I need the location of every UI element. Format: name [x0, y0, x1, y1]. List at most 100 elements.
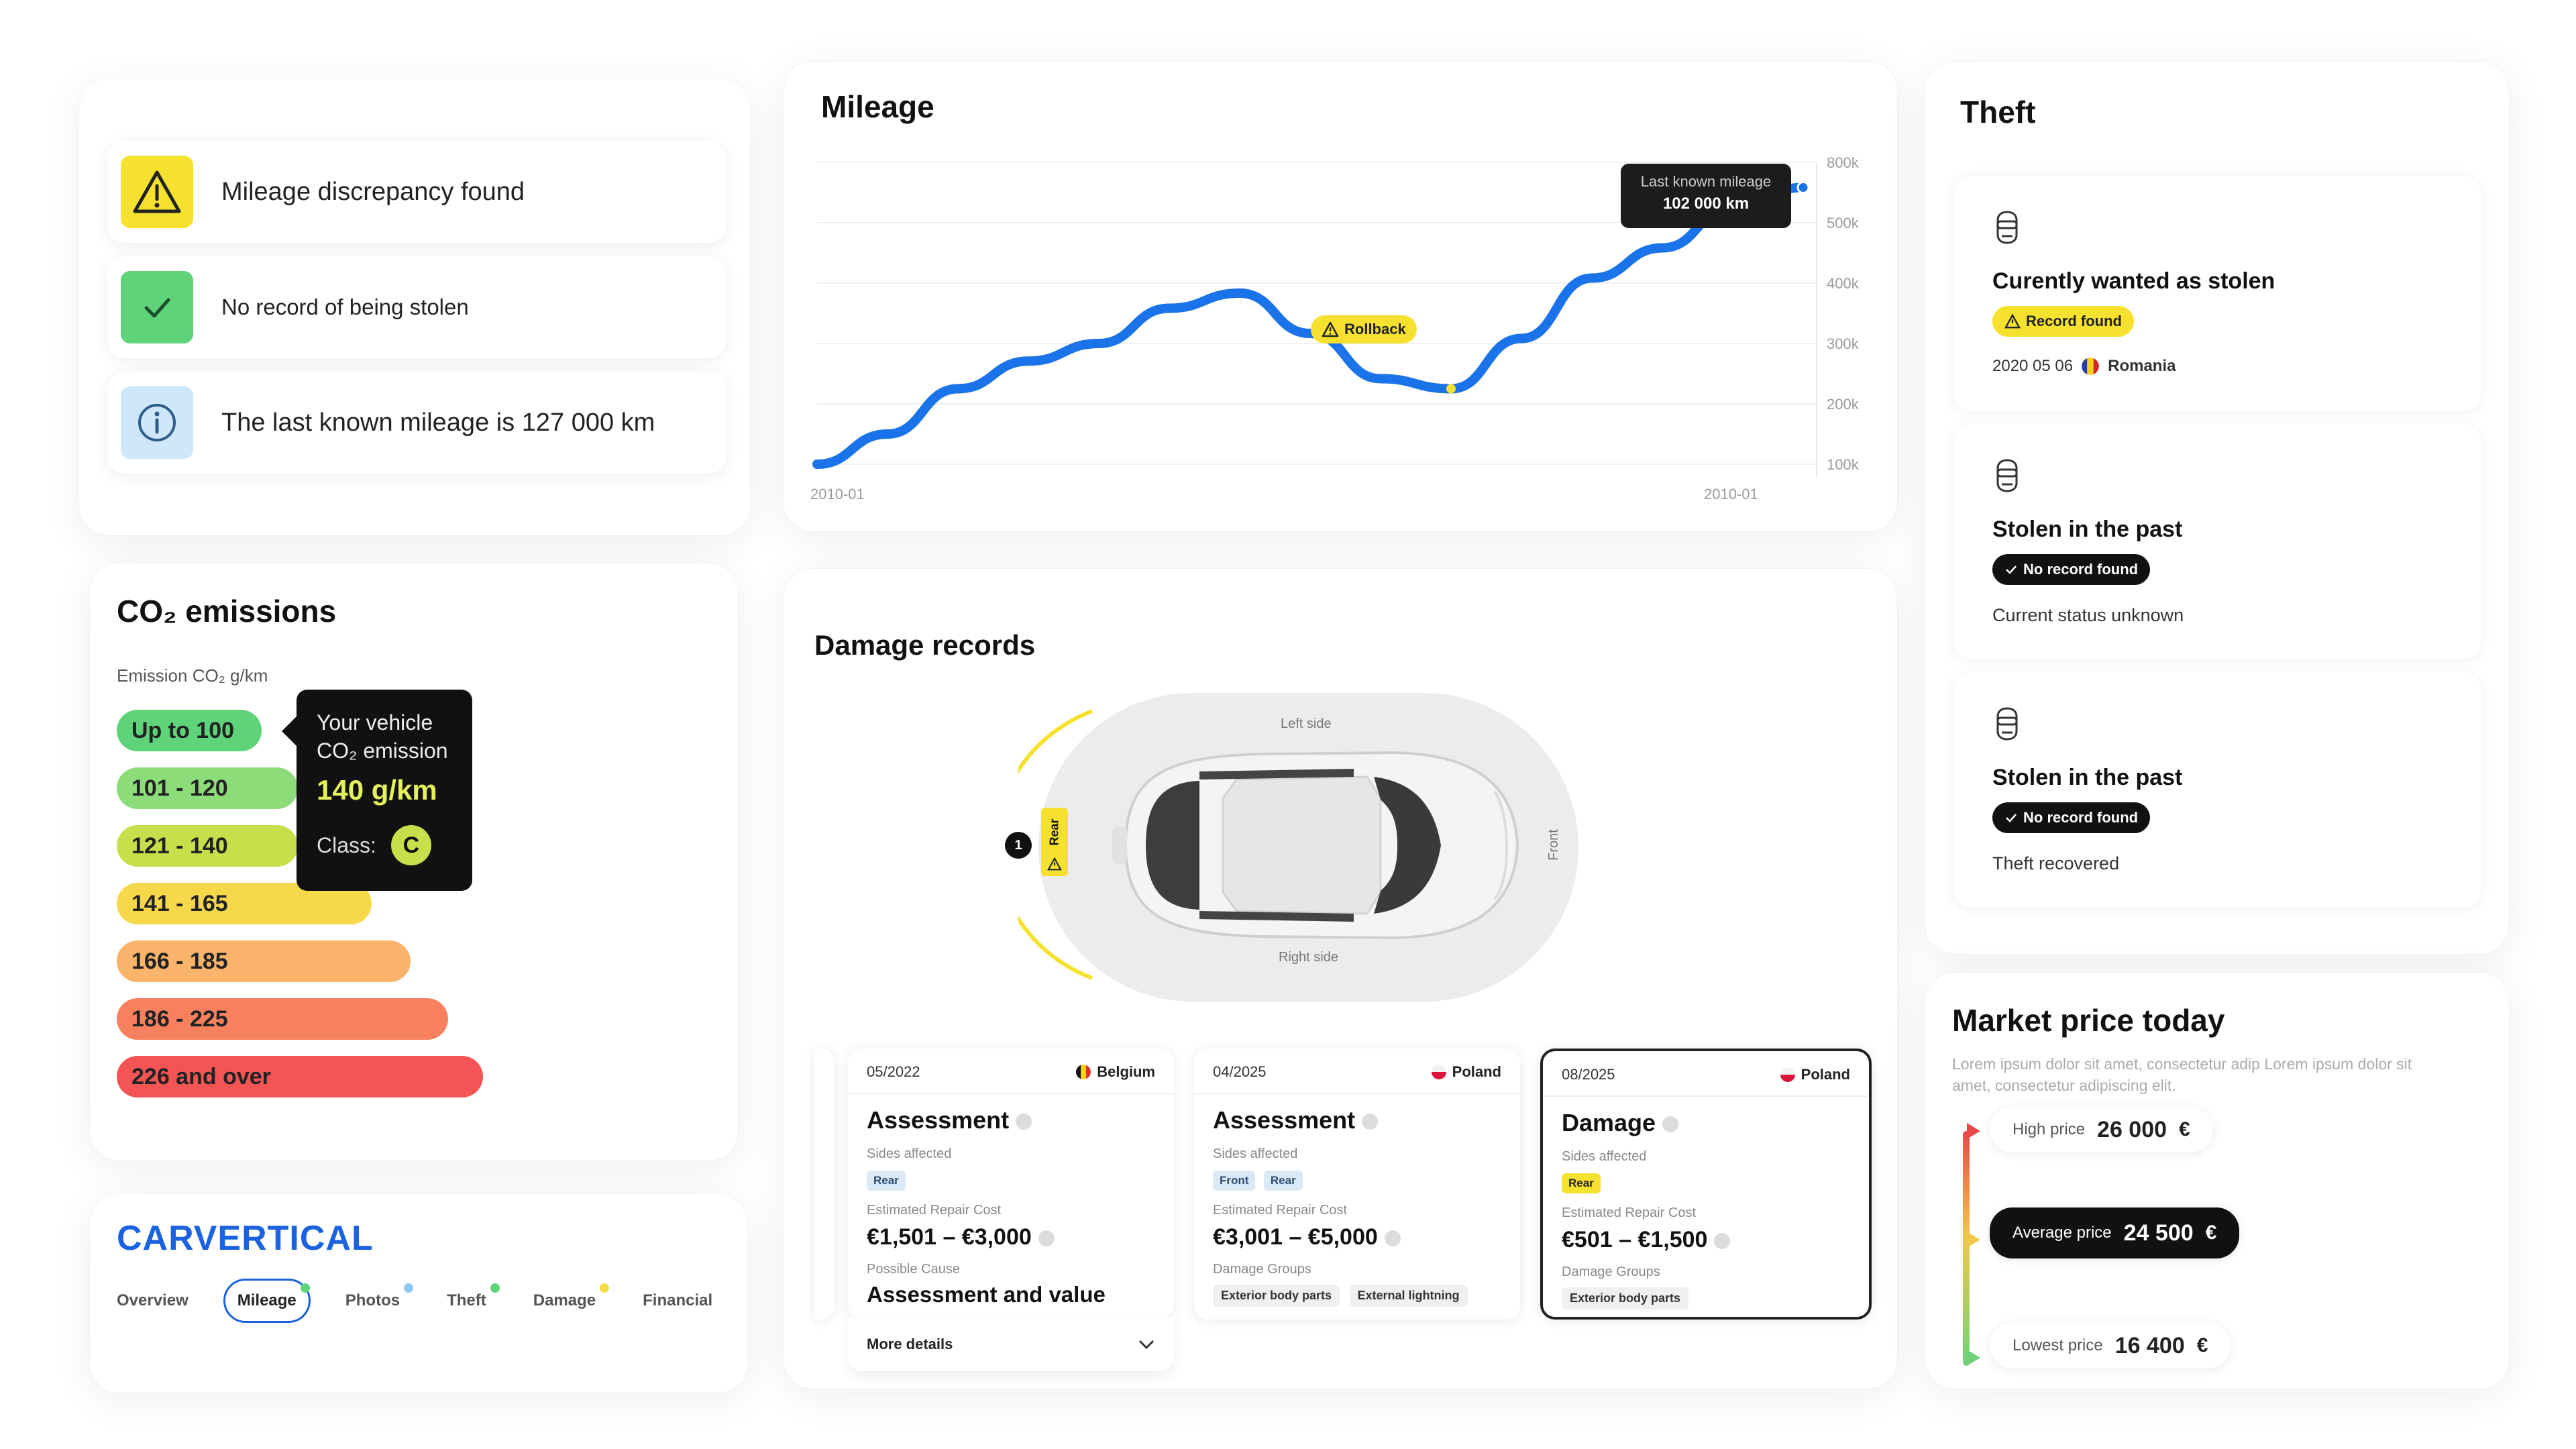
tooltip-label: Last known mileage	[1640, 173, 1772, 190]
tab-overview[interactable]: Overview	[105, 1281, 201, 1321]
x-tick-start: 2010-01	[810, 486, 865, 502]
group-chip: External lightning	[1349, 1285, 1468, 1307]
tab-label: Damage	[533, 1291, 596, 1309]
class-badge: C	[390, 825, 431, 865]
damage-record-card-selected[interactable]: 08/2025 Poland Damage Sides affected Rea…	[1540, 1049, 1872, 1320]
check-icon	[144, 298, 170, 318]
co2-vehicle-tooltip: Your vehicle CO₂ emission 140 g/km Class…	[282, 690, 472, 891]
info-icon[interactable]	[1362, 1114, 1379, 1130]
cause-label: Possible Cause	[867, 1262, 960, 1277]
tab-theft[interactable]: Theft	[435, 1281, 500, 1321]
damage-record-card[interactable]: 04/2025 Poland Assessment Sides affected…	[1194, 1049, 1520, 1320]
side-chip: Front	[1213, 1171, 1256, 1191]
y-tick: 200k	[1827, 396, 1859, 413]
poland-flag-icon	[1431, 1065, 1446, 1079]
info-icon[interactable]	[1662, 1116, 1679, 1133]
y-tick: 100k	[1827, 456, 1859, 473]
class-label: Class:	[317, 833, 376, 857]
tab-label: Financial	[643, 1291, 713, 1309]
tooltip-line-2: CO₂ emission	[317, 739, 448, 763]
divider	[1194, 1093, 1520, 1094]
theft-status: Theft recovered	[1992, 853, 2120, 873]
record-title-text: Assessment	[867, 1106, 1010, 1134]
thief-mask-icon	[1996, 707, 2018, 741]
low-price-marker-icon	[1967, 1350, 1980, 1366]
thief-mask-icon	[1996, 459, 2018, 492]
more-details-label: More details	[867, 1336, 953, 1352]
side-chip: Rear	[1562, 1173, 1601, 1193]
co2-band: 226 and over	[117, 1056, 483, 1097]
damage-marker[interactable]: 1	[1005, 832, 1032, 859]
mileage-end-point	[1796, 181, 1810, 194]
tab-label: Mileage	[237, 1291, 297, 1309]
cost-label: Estimated Repair Cost	[1562, 1205, 1697, 1220]
rear-label: Rear	[1047, 818, 1061, 846]
warning-icon	[133, 170, 181, 213]
thief-mask-icon	[1996, 211, 2018, 244]
alert-text: The last known mileage is 127 000 km	[221, 408, 655, 437]
co2-value: 140 g/km	[317, 774, 437, 806]
mileage-card: Mileage Last known mileage 102 000 km Ro…	[784, 62, 1897, 531]
badge-label: Record found	[2026, 313, 2122, 329]
rollback-badge: Rollback	[1311, 315, 1417, 343]
alert-icon-box	[121, 386, 193, 459]
repair-cost: €3,001 – €5,000	[1213, 1224, 1401, 1250]
co2-band: 121 - 140	[117, 825, 298, 867]
record-date: 08/2025	[1562, 1066, 1615, 1083]
tab-label: Photos	[345, 1291, 400, 1309]
tab-label: Overview	[117, 1291, 189, 1309]
info-icon[interactable]	[1038, 1230, 1055, 1247]
chart-grid	[817, 162, 1817, 478]
tab-photos[interactable]: Photos	[333, 1281, 414, 1321]
tab-damage[interactable]: Damage	[521, 1281, 610, 1321]
mileage-title: Mileage	[821, 89, 934, 124]
record-title-text: Assessment	[1213, 1106, 1356, 1134]
info-icon[interactable]	[1384, 1230, 1401, 1247]
theft-country: Romania	[2108, 357, 2176, 375]
damage-title: Damage records	[814, 629, 1036, 661]
cost-value: €501 – €1,500	[1562, 1227, 1708, 1252]
carvertical-logo: CARVERTICAL	[117, 1219, 374, 1258]
cost-value: €3,001 – €5,000	[1213, 1224, 1378, 1250]
y-tick: 800k	[1827, 154, 1859, 171]
repair-cost: €1,501 – €3,000	[867, 1224, 1055, 1250]
market-price-card: Market price today Lorem ipsum dolor sit…	[1925, 973, 2509, 1389]
currency-symbol: €	[2205, 1222, 2217, 1244]
groups-label: Damage Groups	[1213, 1262, 1311, 1277]
mileage-discrepancy-alert: Mileage discrepancy found	[107, 141, 726, 243]
record-date: 05/2022	[867, 1063, 920, 1080]
more-details-row[interactable]: More details	[848, 1318, 1174, 1371]
co2-emissions-card: CO₂ emissions Emission CO₂ g/km Up to 10…	[90, 564, 738, 1161]
mileage-start-point	[812, 460, 822, 469]
mileage-line	[812, 182, 1808, 469]
last-known-mileage-tooltip: Last known mileage 102 000 km	[1621, 164, 1791, 228]
co2-subtitle: Emission CO₂ g/km	[117, 665, 268, 686]
damage-groups: Exterior body parts	[1562, 1287, 1695, 1309]
lowest-price-pill: Lowest price 16 400 €	[1990, 1323, 2231, 1368]
theft-date: 2020 05 06	[1992, 357, 2074, 375]
info-icon[interactable]	[1016, 1114, 1032, 1130]
check-icon	[2006, 814, 2017, 822]
damage-record-card[interactable]: 05/2022 Belgium Assessment Sides affecte…	[848, 1049, 1174, 1320]
status-dot	[600, 1283, 610, 1293]
currency-symbol: €	[2179, 1118, 2190, 1140]
alert-text: No record of being stolen	[221, 294, 469, 319]
low-price-label: Lowest price	[2012, 1336, 2103, 1354]
cost-label: Estimated Repair Cost	[1213, 1203, 1348, 1218]
info-icon[interactable]	[1714, 1233, 1731, 1250]
status-dot	[490, 1283, 500, 1293]
high-price-pill: High price 26 000 €	[1990, 1107, 2213, 1152]
alert-text: Mileage discrepancy found	[221, 177, 525, 206]
tab-mileage[interactable]: Mileage	[223, 1279, 311, 1323]
badge-label: No record found	[2023, 809, 2139, 826]
tab-financial[interactable]: Financial	[631, 1281, 724, 1321]
sides-chips: Rear	[1562, 1173, 1606, 1193]
groups-label: Damage Groups	[1562, 1265, 1660, 1279]
info-icon	[138, 404, 176, 441]
market-description: Lorem ipsum dolor sit amet, consectetur …	[1952, 1055, 2412, 1094]
rear-damage-tag[interactable]: Rear	[1041, 808, 1068, 876]
repair-cost: €501 – €1,500	[1562, 1227, 1731, 1253]
record-country: Poland	[1780, 1066, 1850, 1083]
co2-class-row: Class: C	[317, 825, 452, 865]
record-found-badge: Record found	[1992, 306, 2134, 337]
